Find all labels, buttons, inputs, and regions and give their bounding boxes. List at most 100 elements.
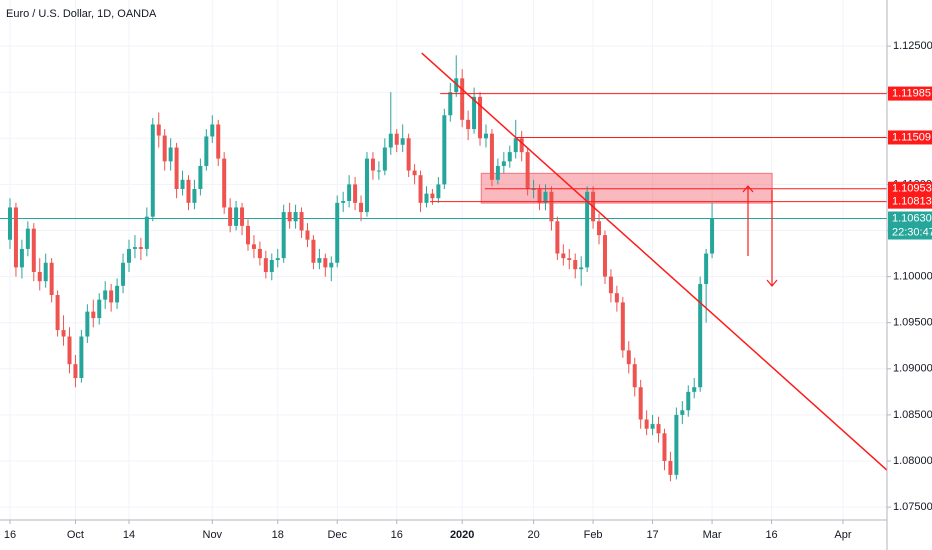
candle-body — [150, 124, 155, 217]
candle-body — [489, 133, 494, 180]
x-tick-label: 16 — [391, 529, 403, 541]
x-tick-label: Apr — [834, 529, 851, 541]
candle-body — [472, 96, 477, 130]
candle-body — [495, 165, 500, 180]
countdown: 22:30:47 — [892, 226, 932, 238]
candle-body — [537, 189, 542, 203]
candle-body — [478, 96, 483, 139]
arrow-head — [766, 279, 778, 287]
candle-body — [525, 152, 530, 190]
candle-body — [79, 336, 84, 379]
last-price-label: 1.10630 — [892, 212, 932, 224]
candle-body — [61, 330, 66, 337]
candle-body — [115, 285, 120, 303]
x-tick-label: Nov — [203, 529, 223, 541]
candle-body — [602, 235, 607, 277]
candle-body — [144, 216, 149, 249]
candle-body — [579, 267, 584, 270]
level-label-bg — [888, 194, 932, 209]
x-tick-label: Mar — [703, 529, 722, 541]
x-tick-label: 20 — [527, 529, 539, 541]
candle-body — [228, 207, 233, 226]
candle-body — [317, 258, 322, 263]
candle-body — [686, 391, 691, 411]
candle-body — [394, 133, 399, 145]
candle-body — [662, 433, 667, 461]
candle-body — [418, 175, 423, 203]
candle-body — [364, 158, 369, 213]
y-tick-label: 1.08500 — [893, 409, 932, 421]
candle-body — [43, 262, 48, 282]
candle-body — [156, 124, 161, 136]
candle-body — [561, 253, 566, 259]
candle-body — [400, 138, 405, 145]
candle-body — [180, 179, 185, 190]
candle-body — [174, 147, 179, 190]
candle-body — [466, 119, 471, 130]
candle-body — [186, 179, 191, 203]
candle-body — [460, 78, 465, 120]
candle-body — [109, 290, 114, 303]
level-label: 1.11509 — [892, 131, 931, 143]
candle-body — [281, 212, 286, 259]
candle-body — [121, 262, 126, 286]
x-tick-label: 17 — [646, 529, 658, 541]
candle-body — [335, 202, 340, 263]
candle-body — [49, 262, 54, 296]
candle-body — [573, 260, 578, 270]
candle-body — [430, 193, 435, 199]
x-tick-label: Oct — [67, 529, 84, 541]
candle-body — [275, 258, 280, 260]
chart-title: Euro / U.S. Dollar, 1D, OANDA — [6, 8, 157, 20]
candle-body — [192, 189, 197, 203]
candle-body — [245, 225, 250, 245]
candle-body — [632, 364, 637, 388]
candle-body — [73, 364, 78, 379]
y-tick-label: 1.07500 — [893, 501, 932, 513]
candle-body — [424, 193, 429, 203]
candle-body — [37, 271, 42, 282]
candle-body — [710, 218, 715, 254]
candle-body — [103, 290, 108, 300]
x-tick-label: Feb — [584, 529, 603, 541]
x-tick-label: 16 — [4, 529, 16, 541]
candle-body — [668, 460, 673, 475]
candle-body — [698, 283, 703, 388]
candle-body — [650, 424, 655, 429]
level-label: 1.10953 — [892, 183, 932, 195]
candle-body — [644, 419, 649, 429]
candle-body — [620, 302, 625, 351]
x-tick-label: Dec — [327, 529, 347, 541]
candle-body — [704, 253, 709, 284]
y-tick-label: 1.09000 — [893, 363, 932, 375]
candle-body — [7, 207, 12, 240]
candle-body — [519, 138, 524, 153]
candle-body — [341, 200, 346, 203]
candle-body — [501, 161, 506, 166]
candle-body — [31, 228, 36, 272]
candle-body — [311, 239, 316, 263]
candle-body — [138, 247, 143, 249]
candle-body — [359, 202, 364, 213]
level-label: 1.11985 — [892, 87, 931, 99]
y-tick-label: 1.09500 — [893, 317, 932, 329]
candle-body — [656, 424, 661, 434]
trend-line — [421, 52, 888, 471]
candle-body — [251, 244, 256, 249]
candle-body — [567, 258, 572, 260]
y-tick-label: 1.12500 — [893, 40, 932, 52]
candle-body — [168, 147, 173, 162]
candle-body — [531, 189, 536, 191]
level-label-bg — [888, 181, 932, 196]
candle-body — [507, 152, 512, 162]
candle-body — [216, 124, 221, 159]
candle-body — [382, 147, 387, 171]
candle-body — [608, 276, 613, 294]
candle-body — [483, 133, 488, 139]
candle-body — [680, 410, 685, 415]
plot — [0, 52, 888, 482]
candle-body — [299, 212, 304, 231]
